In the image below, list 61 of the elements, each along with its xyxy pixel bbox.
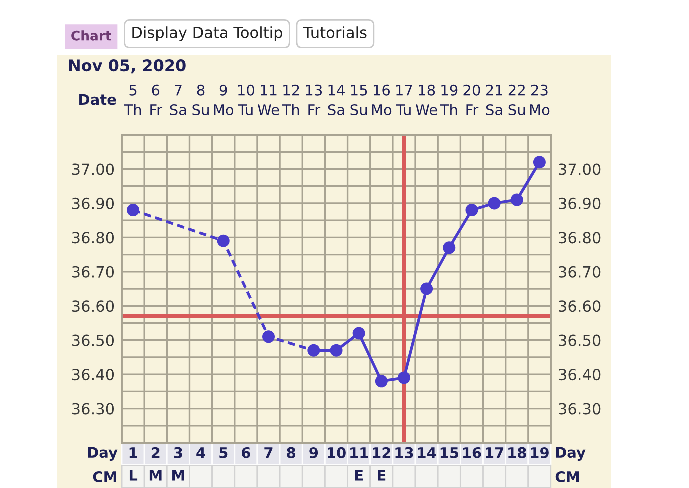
x2-tick-label: 5 Th bbox=[124, 85, 142, 116]
text: Display Data Tooltip bbox=[132, 26, 282, 42]
point bbox=[330, 344, 343, 357]
text: L bbox=[130, 470, 138, 481]
y2-tick-label: 36.70 bbox=[559, 266, 601, 278]
point bbox=[352, 327, 366, 340]
y-tick-label: 37.00 bbox=[72, 164, 114, 176]
x2-tick-label: 19 Th bbox=[440, 84, 458, 116]
point bbox=[510, 194, 524, 206]
point bbox=[398, 372, 410, 384]
x2-tick-label: 14 Sa bbox=[328, 85, 345, 116]
x2-tick-label: 13 Fr bbox=[306, 84, 322, 116]
x2-tick-label: 9 Mo bbox=[214, 84, 234, 116]
x2-tick-label: 23 Mo bbox=[530, 84, 550, 116]
text: Day bbox=[556, 447, 586, 462]
point bbox=[262, 330, 276, 344]
y2-tick-label: 36.40 bbox=[559, 369, 601, 381]
y-tick-label: 36.30 bbox=[72, 403, 114, 415]
text: Tutorials bbox=[303, 26, 367, 38]
x2-tick-label: 12 Th bbox=[282, 84, 300, 116]
x2-tick-label: 20 Fr bbox=[464, 84, 480, 116]
point bbox=[127, 204, 140, 217]
x2-tick-label: 7 Sa bbox=[170, 85, 186, 116]
x2-tick-label: 10 Tu bbox=[238, 84, 254, 116]
y-tick-label: 36.70 bbox=[72, 266, 114, 278]
y2-tick-label: 36.60 bbox=[559, 300, 601, 312]
text: M bbox=[150, 470, 162, 481]
y2-tick-label: 37.00 bbox=[559, 164, 601, 176]
x2-axis-title: Date bbox=[80, 94, 116, 106]
point bbox=[533, 156, 546, 169]
text: M bbox=[172, 470, 184, 481]
x2-tick-label: 6 Fr bbox=[150, 84, 163, 116]
x2-tick-label: 22 Su bbox=[508, 84, 526, 116]
point bbox=[217, 234, 230, 248]
point bbox=[375, 375, 388, 388]
y-tick-label: 36.50 bbox=[72, 334, 114, 346]
x2-tick-label: 11 We bbox=[258, 85, 280, 116]
point bbox=[308, 344, 320, 357]
point bbox=[466, 204, 478, 217]
y-tick-label: 36.90 bbox=[72, 198, 114, 210]
x2-tick-label: 17 Tu bbox=[396, 85, 412, 116]
x2-tick-label: 15 Su bbox=[350, 85, 368, 116]
y-tick-label: 36.60 bbox=[72, 300, 114, 312]
y2-tick-label: 36.90 bbox=[559, 198, 601, 210]
point bbox=[443, 242, 456, 254]
x2-tick-label: 18 We bbox=[416, 84, 438, 116]
point bbox=[488, 197, 501, 210]
point bbox=[420, 282, 434, 296]
text: E bbox=[378, 470, 386, 481]
y-tick-label: 36.40 bbox=[72, 369, 114, 381]
y2-tick-label: 36.80 bbox=[559, 232, 601, 244]
text: E bbox=[355, 470, 363, 481]
chart-title: Nov 05, 2020 bbox=[69, 60, 186, 74]
y-tick-label: 36.80 bbox=[72, 232, 114, 244]
text: Chart bbox=[72, 30, 112, 41]
x-axis-title: Day bbox=[88, 447, 118, 462]
x2-tick-label: 21 Sa bbox=[486, 84, 502, 116]
y2-tick-label: 36.50 bbox=[559, 334, 601, 346]
x2-tick-label: 8 Su bbox=[192, 84, 209, 116]
x2-tick-label: 16 Mo bbox=[372, 84, 392, 116]
y2-tick-label: 36.30 bbox=[559, 403, 601, 415]
